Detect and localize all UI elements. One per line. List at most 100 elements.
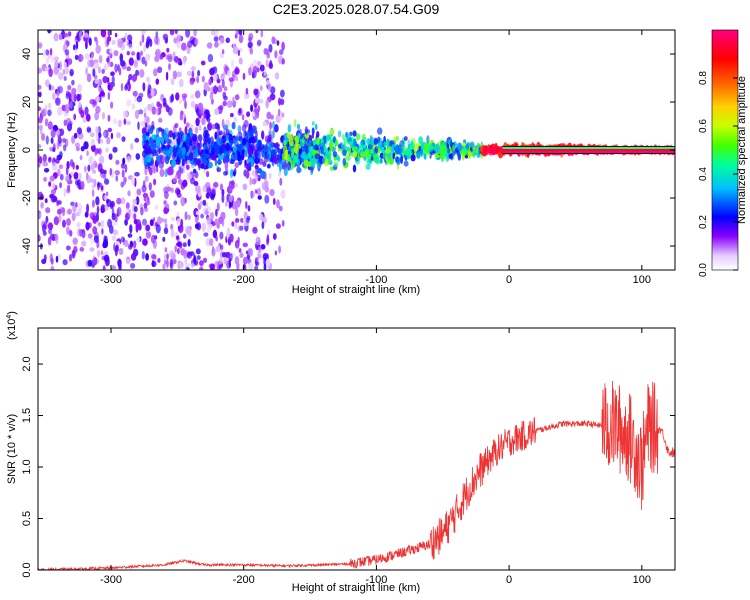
spectrogram-cell	[137, 121, 140, 130]
spectrogram-cell	[133, 205, 138, 213]
spectrogram-cell	[220, 244, 224, 251]
spectrogram-cell	[268, 172, 272, 180]
spectrogram-cell	[148, 138, 154, 147]
spectrogram-cell	[181, 146, 186, 156]
spectrogram-cell	[223, 124, 229, 131]
spectrogram-cell	[337, 130, 342, 138]
spectrogram-cell	[125, 202, 130, 210]
spectrogram-cell	[242, 183, 248, 191]
spectrogram-cell	[198, 109, 203, 116]
spectrogram-cell	[254, 265, 259, 270]
spectrogram-cell	[169, 258, 173, 268]
spectrogram-cell	[58, 72, 64, 80]
spectrogram-cell	[197, 134, 203, 142]
spectrogram-cell	[175, 92, 180, 101]
spectrogram-cell	[164, 218, 168, 224]
spectrogram-cell	[270, 86, 276, 94]
spectrogram-cell	[145, 40, 150, 49]
spectrogram-cell	[215, 208, 218, 217]
spectrogram-cell	[395, 157, 401, 164]
spectrogram-cell	[446, 147, 451, 154]
spectrogram-cell	[180, 248, 186, 256]
spectrogram-cell	[335, 139, 339, 147]
spectrogram-cell	[262, 121, 267, 127]
colorbar-gradient	[711, 29, 739, 271]
spectrogram-cell	[279, 165, 282, 173]
y-tick-label: 40	[21, 48, 33, 60]
spectrogram-cell	[426, 135, 430, 144]
spectrogram-cell	[257, 167, 262, 174]
spectrogram-cell	[200, 60, 206, 66]
spectrogram-cell	[212, 229, 218, 239]
spectrogram-cell	[116, 197, 122, 205]
spectrogram-cell	[275, 223, 281, 229]
spectrogram-cell	[133, 59, 138, 68]
spectrogram-cell	[239, 225, 244, 231]
spectrogram-cell	[243, 211, 248, 220]
spectrogram-cell	[192, 133, 198, 142]
spectrogram-cell	[81, 240, 87, 247]
spectrogram-cell	[55, 255, 59, 263]
spectrogram-cell	[49, 175, 55, 182]
x-tick-label: -200	[233, 574, 255, 586]
spectrogram-cell	[248, 148, 252, 158]
spectrogram-cell	[435, 144, 440, 153]
spectrogram-cell	[40, 194, 44, 201]
spectrogram-cell	[84, 211, 89, 218]
spectrogram-cell	[222, 100, 227, 107]
spectrogram-cell	[200, 213, 205, 219]
spectrogram-cell	[145, 53, 151, 61]
spectrogram-cell	[392, 152, 396, 160]
spectrogram-cell	[252, 59, 259, 68]
spectrogram-cell	[219, 183, 224, 191]
spectrogram-cell	[66, 218, 71, 226]
spectrogram-cell	[139, 69, 145, 78]
spectrogram-cell	[228, 203, 232, 209]
spectrogram-cell	[53, 216, 60, 226]
spectrogram-cell	[317, 136, 320, 145]
spectrogram-cell	[196, 76, 200, 84]
spectrogram-cell	[105, 147, 109, 153]
spectrogram-cell	[241, 150, 245, 160]
spectrogram-cell	[152, 239, 157, 249]
spectrogram-cell	[275, 114, 281, 123]
spectrogram-cell	[40, 109, 44, 119]
spectrogram-cell	[153, 178, 157, 186]
spectrogram-cell	[213, 85, 218, 95]
spectrogram-cell	[140, 50, 143, 56]
spectrogram-cell	[58, 253, 61, 259]
spectrogram-cell	[259, 98, 264, 104]
spectrogram-cell	[65, 175, 71, 182]
spectrogram-cell	[162, 236, 166, 242]
spectrogram-cell	[499, 146, 504, 153]
spectrogram-cell	[418, 136, 423, 144]
spectrogram-cell	[89, 247, 95, 252]
spectrogram-cell	[134, 171, 140, 177]
spectrogram-cell	[278, 97, 282, 106]
spectrogram-cell	[59, 173, 64, 181]
spectrogram-cell	[173, 200, 178, 206]
spectrogram-cell	[96, 205, 100, 214]
spectrogram-cell	[272, 233, 277, 240]
spectrogram-cell	[155, 107, 159, 116]
spectrogram-cell	[166, 258, 169, 268]
spectrogram-cell	[154, 55, 160, 62]
spectrogram-cell	[469, 141, 475, 149]
spectrogram-cell	[110, 71, 115, 77]
spectrogram-cell	[107, 92, 111, 100]
spectrogram-cell	[126, 99, 132, 107]
spectrogram-cell	[265, 258, 271, 268]
spectrogram-cell	[257, 252, 263, 260]
spectrogram-cell	[235, 76, 239, 81]
spectrogram-cell	[198, 124, 202, 131]
spectrogram-cell	[213, 36, 219, 42]
spectrogram-cell	[435, 153, 440, 159]
spectrogram-cell	[280, 189, 286, 199]
spectrogram-cell	[230, 253, 233, 261]
spectrogram-cell	[128, 57, 134, 66]
spectrogram-cell	[257, 39, 262, 46]
spectrogram-cell	[262, 252, 268, 261]
spectrogram-heat-layer	[38, 30, 675, 270]
spectrogram-cell	[195, 117, 200, 127]
spectrogram-cell	[86, 127, 92, 133]
